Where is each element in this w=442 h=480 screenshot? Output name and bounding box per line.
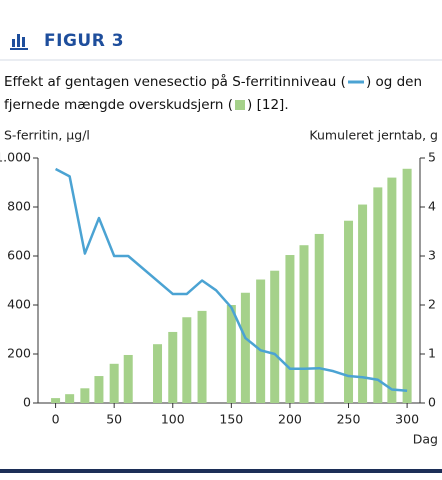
bar (387, 177, 397, 403)
y-axis-title: S-ferritin, µg/l (4, 128, 90, 143)
caption-text: fjernede mængde overskudsjern ( (4, 97, 234, 113)
x-tick-label: 250 (337, 412, 361, 427)
bar (373, 187, 383, 403)
y-tick-label: 1.000 (0, 150, 31, 165)
bar (285, 255, 295, 403)
y2-tick-label: 3 (428, 248, 436, 263)
bar (51, 398, 61, 403)
bar (65, 394, 75, 403)
bar (153, 344, 163, 403)
bar (109, 363, 119, 403)
bar (168, 331, 178, 403)
bar (402, 168, 412, 403)
bar (358, 204, 368, 403)
x-tick-label: 300 (395, 412, 419, 427)
figure-label: FIGUR 3 (44, 31, 125, 51)
y2-axis-title: Kumuleret jerntab, g (309, 128, 438, 143)
header-icon (10, 34, 28, 50)
bar (240, 292, 250, 403)
bar (94, 376, 104, 403)
caption-text: ) og den (365, 74, 423, 90)
y-tick-label: 400 (7, 297, 31, 312)
y-tick-label: 800 (7, 199, 31, 214)
legend-bar-icon (235, 100, 246, 110)
y2-tick-label: 4 (428, 199, 436, 214)
bar (80, 388, 90, 403)
y2-tick-label: 0 (428, 395, 436, 410)
legend-line-icon (347, 80, 364, 84)
bar (299, 245, 309, 403)
caption-line: fjernede mængde overskudsjern ( ) [12]. (4, 97, 289, 113)
bar (256, 279, 266, 403)
bar (197, 310, 207, 403)
bar (226, 305, 236, 403)
x-tick-label: 200 (278, 412, 302, 427)
x-tick-label: 50 (106, 412, 122, 427)
y2-tick-label: 5 (428, 150, 436, 165)
x-tick-label: 150 (219, 412, 243, 427)
y2-tick-label: 2 (428, 297, 436, 312)
bar (314, 233, 324, 403)
line (54, 167, 408, 392)
caption-line: Effekt af gentagen venesectio på S-ferri… (4, 74, 422, 90)
caption-text: ) [12]. (247, 97, 289, 113)
x-tick-label: 0 (52, 412, 60, 427)
bar (344, 220, 354, 403)
y2-tick-label: 1 (428, 346, 436, 361)
caption-text: Effekt af gentagen venesectio på S-ferri… (4, 74, 346, 90)
y-tick-label: 0 (23, 395, 31, 410)
bar (182, 317, 192, 403)
bar (270, 270, 280, 403)
x-axis-title: Dag (413, 432, 438, 447)
y-tick-label: 200 (7, 346, 31, 361)
y-tick-label: 600 (7, 248, 31, 263)
x-tick-label: 100 (161, 412, 185, 427)
bar (123, 354, 133, 403)
